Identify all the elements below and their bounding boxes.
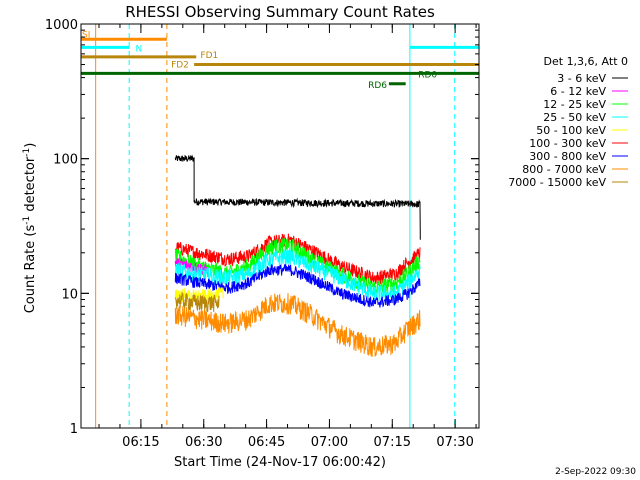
flag-label: SI xyxy=(82,30,90,40)
legend-entry: 7000 - 15000 keV xyxy=(508,176,606,189)
x-tick-label: 07:30 xyxy=(436,435,473,450)
legend-entry: 100 - 300 keV xyxy=(529,137,606,150)
legend-entry: 50 - 100 keV xyxy=(536,124,606,137)
flag-label: N xyxy=(135,44,142,54)
y-axis-label: Count Rate (s-1 detector-1) xyxy=(22,143,38,314)
plot-area: SI N FD1 FD2 RD0 RD6 xyxy=(80,24,479,428)
footer-timestamp: 2-Sep-2022 09:30 xyxy=(555,467,636,477)
legend-entry: 6 - 12 keV xyxy=(550,85,606,98)
y-axis-label-part: detector xyxy=(23,156,38,216)
y-axis-label-part: ) xyxy=(23,143,38,148)
x-tick-label: 06:45 xyxy=(248,435,285,450)
plot-frame xyxy=(80,23,480,429)
y-tick-label: 1 xyxy=(70,422,78,437)
x-tick-label: 06:15 xyxy=(122,435,159,450)
legend-entry: 3 - 6 keV xyxy=(557,72,606,85)
y-axis-label-part: Count Rate (s xyxy=(23,225,38,314)
legend-entry: 25 - 50 keV xyxy=(543,111,606,124)
legend-entry: 300 - 800 keV xyxy=(529,150,606,163)
x-axis-label: Start Time (24-Nov-17 06:00:42) xyxy=(174,455,386,470)
data-series-line xyxy=(174,247,421,302)
legend-entry: 800 - 7000 keV xyxy=(522,163,606,176)
axes: 1 10 100 1000 06:15 06:30 06:45 07:00 07:15 07:30 xyxy=(45,18,479,450)
x-tick-label: 07:00 xyxy=(311,435,348,450)
legend-entry: 12 - 25 keV xyxy=(543,98,606,111)
y-tick-label: 10 xyxy=(61,287,78,302)
flag-label: RD6 xyxy=(368,81,387,91)
y-axis-label-sup: -1 xyxy=(22,216,32,225)
y-tick-label: 1000 xyxy=(45,18,78,33)
x-tick-label: 07:15 xyxy=(374,435,411,450)
x-tick-label: 06:30 xyxy=(185,435,222,450)
data-series-line xyxy=(175,292,220,313)
data-series-line xyxy=(174,264,421,308)
flag-label: RD0 xyxy=(418,70,437,80)
flag-label: FD1 xyxy=(200,51,218,61)
data-series-line xyxy=(174,257,208,275)
data-series-line xyxy=(174,293,421,358)
flag-label: FD2 xyxy=(171,61,189,71)
legend-title: Det 1,3,6, Att 0 xyxy=(544,55,628,68)
data-series-line xyxy=(174,154,421,240)
y-axis-label-sup: -1 xyxy=(22,148,32,157)
y-tick-label: 100 xyxy=(53,153,78,168)
chart-title: RHESSI Observing Summary Count Rates xyxy=(125,3,435,21)
